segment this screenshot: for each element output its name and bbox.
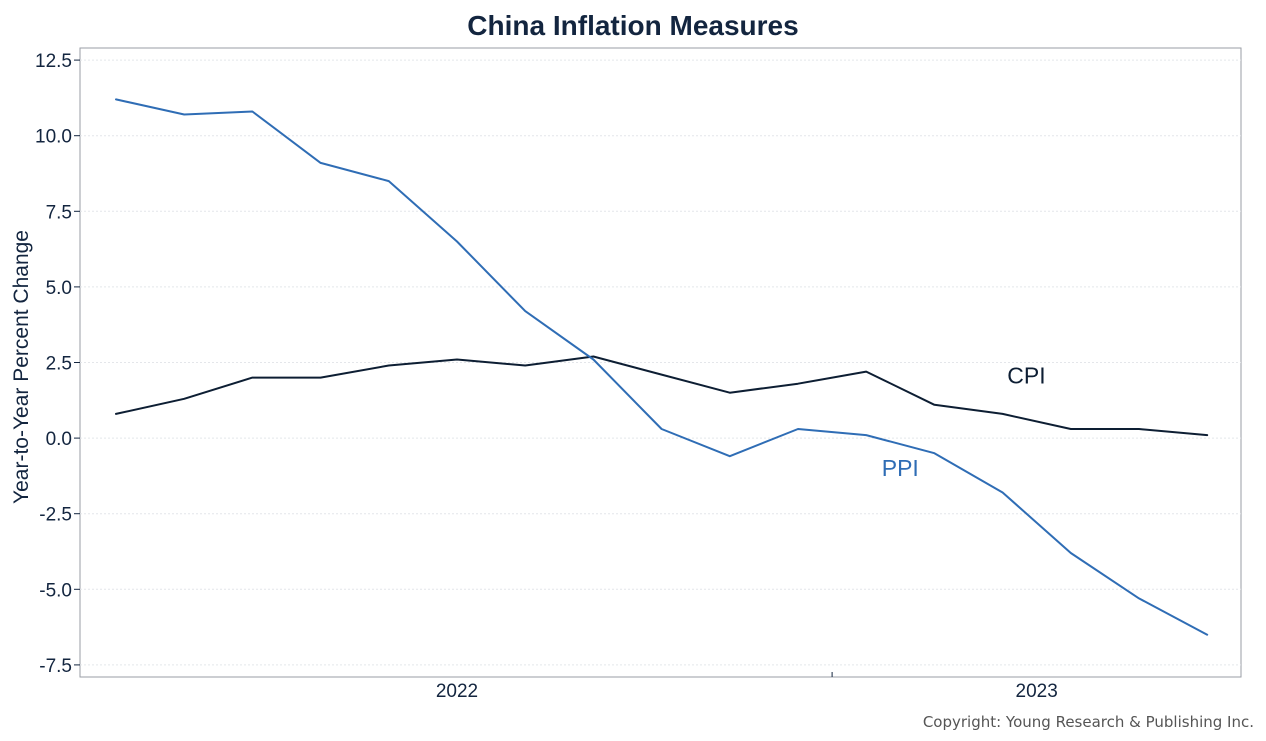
y-tick-label: 5.0 xyxy=(46,278,72,299)
series-label-ppi: PPI xyxy=(882,455,919,481)
y-tick-label: 12.5 xyxy=(35,51,72,72)
y-tick-label: 0.0 xyxy=(46,429,72,450)
y-tick-label: -5.0 xyxy=(39,580,72,601)
series-label-cpi: CPI xyxy=(1007,363,1045,389)
y-tick-label: 7.5 xyxy=(46,202,72,223)
y-tick-label: 2.5 xyxy=(46,354,72,375)
y-tick-label: -2.5 xyxy=(39,505,72,526)
x-axis-ticks: 2022 2023 xyxy=(436,672,1058,702)
gridlines xyxy=(80,59,1241,666)
y-tick-label: 10.0 xyxy=(35,127,72,148)
series-line-cpi xyxy=(115,355,1209,437)
y-axis-ticks: 12.5 10.0 7.5 5.0 2.5 0.0 -2.5 -5.0 -7.5 xyxy=(35,51,80,677)
series-line-ppi xyxy=(115,98,1209,636)
copyright-notice: Copyright: Young Research & Publishing I… xyxy=(923,713,1254,731)
y-tick-label: -7.5 xyxy=(39,656,72,677)
series-annotations: CPI PPI xyxy=(882,363,1046,481)
series-lines xyxy=(115,98,1209,636)
x-tick-label: 2023 xyxy=(1016,681,1058,702)
x-tick-label: 2022 xyxy=(436,681,478,702)
y-axis-label: Year-to-Year Percent Change xyxy=(10,230,33,504)
chart-title: China Inflation Measures xyxy=(467,10,798,41)
